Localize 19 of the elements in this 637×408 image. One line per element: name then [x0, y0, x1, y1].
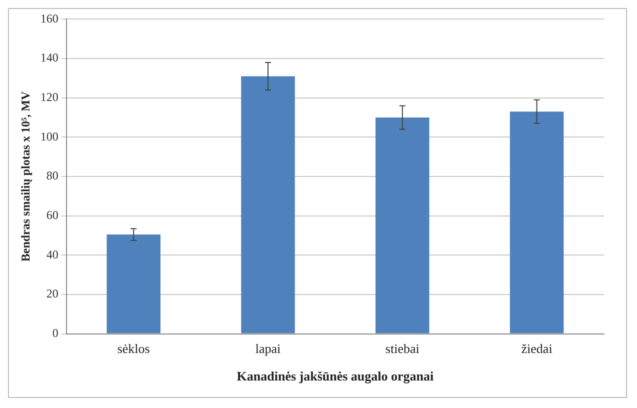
x-tick-label: stiebai [385, 341, 420, 356]
y-tick-label: 40 [46, 247, 58, 262]
x-axis-title: Kanadinės jakšūnės augalo organai [236, 368, 434, 384]
bar [510, 112, 564, 334]
y-tick-label: 0 [52, 326, 58, 340]
y-tick-label: 120 [40, 90, 58, 104]
bar [376, 118, 430, 334]
y-tick-label: 160 [40, 11, 58, 26]
x-tick-label: lapai [255, 341, 282, 356]
x-tick-label: sėklos [117, 341, 150, 356]
y-axis-title: Bendras smailių plotas x 10⁵, MV [18, 91, 32, 262]
x-tick-label: žiedai [521, 341, 553, 356]
y-tick-label: 100 [40, 129, 58, 144]
y-tick-label: 20 [46, 286, 58, 301]
y-tick-label: 80 [46, 168, 58, 183]
bar [106, 234, 160, 334]
bar [241, 76, 295, 334]
y-tick-label: 140 [40, 50, 58, 65]
y-tick-label: 60 [46, 208, 58, 222]
